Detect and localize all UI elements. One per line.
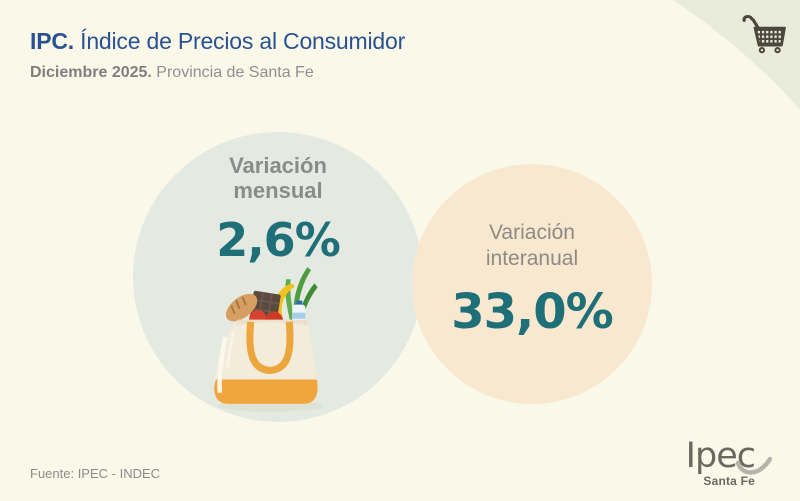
monthly-variation-label: Variación mensual [229,153,327,203]
interannual-variation-circle: Variación interanual 33,0% [412,164,652,404]
page-title-text: Índice de Precios al Consumidor [73,28,406,54]
shopping-cart-icon [742,14,786,54]
header: IPC. Índice de Precios al Consumidor Dic… [30,28,405,82]
monthly-variation-value: 2,6% [216,213,341,267]
ipec-logo-wordmark: Ipec [685,436,756,476]
subtitle-period: Diciembre 2025. [30,64,152,81]
grocery-bag-illustration [214,267,323,412]
page-title-acronym: IPC. [30,28,74,54]
interannual-variation-label: Variación interanual [485,221,579,270]
page-title: IPC. Índice de Precios al Consumidor [30,28,405,55]
ipec-logo-subtitle: Santa Fe [703,474,755,488]
interannual-variation-value: 33,0% [451,284,614,340]
ipec-logo: Ipec Santa Fe [685,436,772,488]
ipec-logo-swoosh-icon [736,456,772,475]
page-subtitle: Diciembre 2025. Provincia de Santa Fe [30,64,405,82]
source-note: Fuente: IPEC - INDEC [30,466,161,481]
monthly-variation-circle: Variación mensual 2,6% [133,132,423,422]
subtitle-region: Provincia de Santa Fe [151,64,314,81]
